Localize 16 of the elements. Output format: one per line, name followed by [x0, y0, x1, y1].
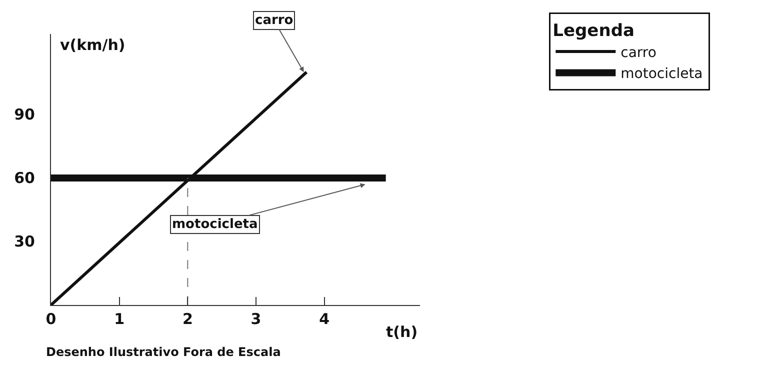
legend-title: Legenda	[552, 20, 634, 41]
x-tick-label: 0	[46, 310, 56, 328]
x-tick-label: 4	[319, 310, 330, 328]
y-tick-label: 60	[14, 169, 35, 188]
x-axis-title: t(h)	[386, 323, 418, 341]
text: Desenho Ilustrativo Fora de Escala	[46, 345, 281, 359]
y-axis-title: v(km/h)	[60, 36, 126, 54]
legend-label: carro	[620, 44, 656, 61]
legend-label: motocicleta	[620, 66, 703, 82]
x-tick-label: 1	[114, 310, 125, 328]
y-tick-label: 30	[14, 232, 35, 251]
y-tick-label: 90	[14, 106, 35, 124]
x-tick-label: 3	[250, 310, 262, 328]
annotation: motocicleta	[172, 217, 258, 232]
annotation: carro	[255, 13, 294, 28]
x-tick-label: 2	[182, 310, 193, 328]
